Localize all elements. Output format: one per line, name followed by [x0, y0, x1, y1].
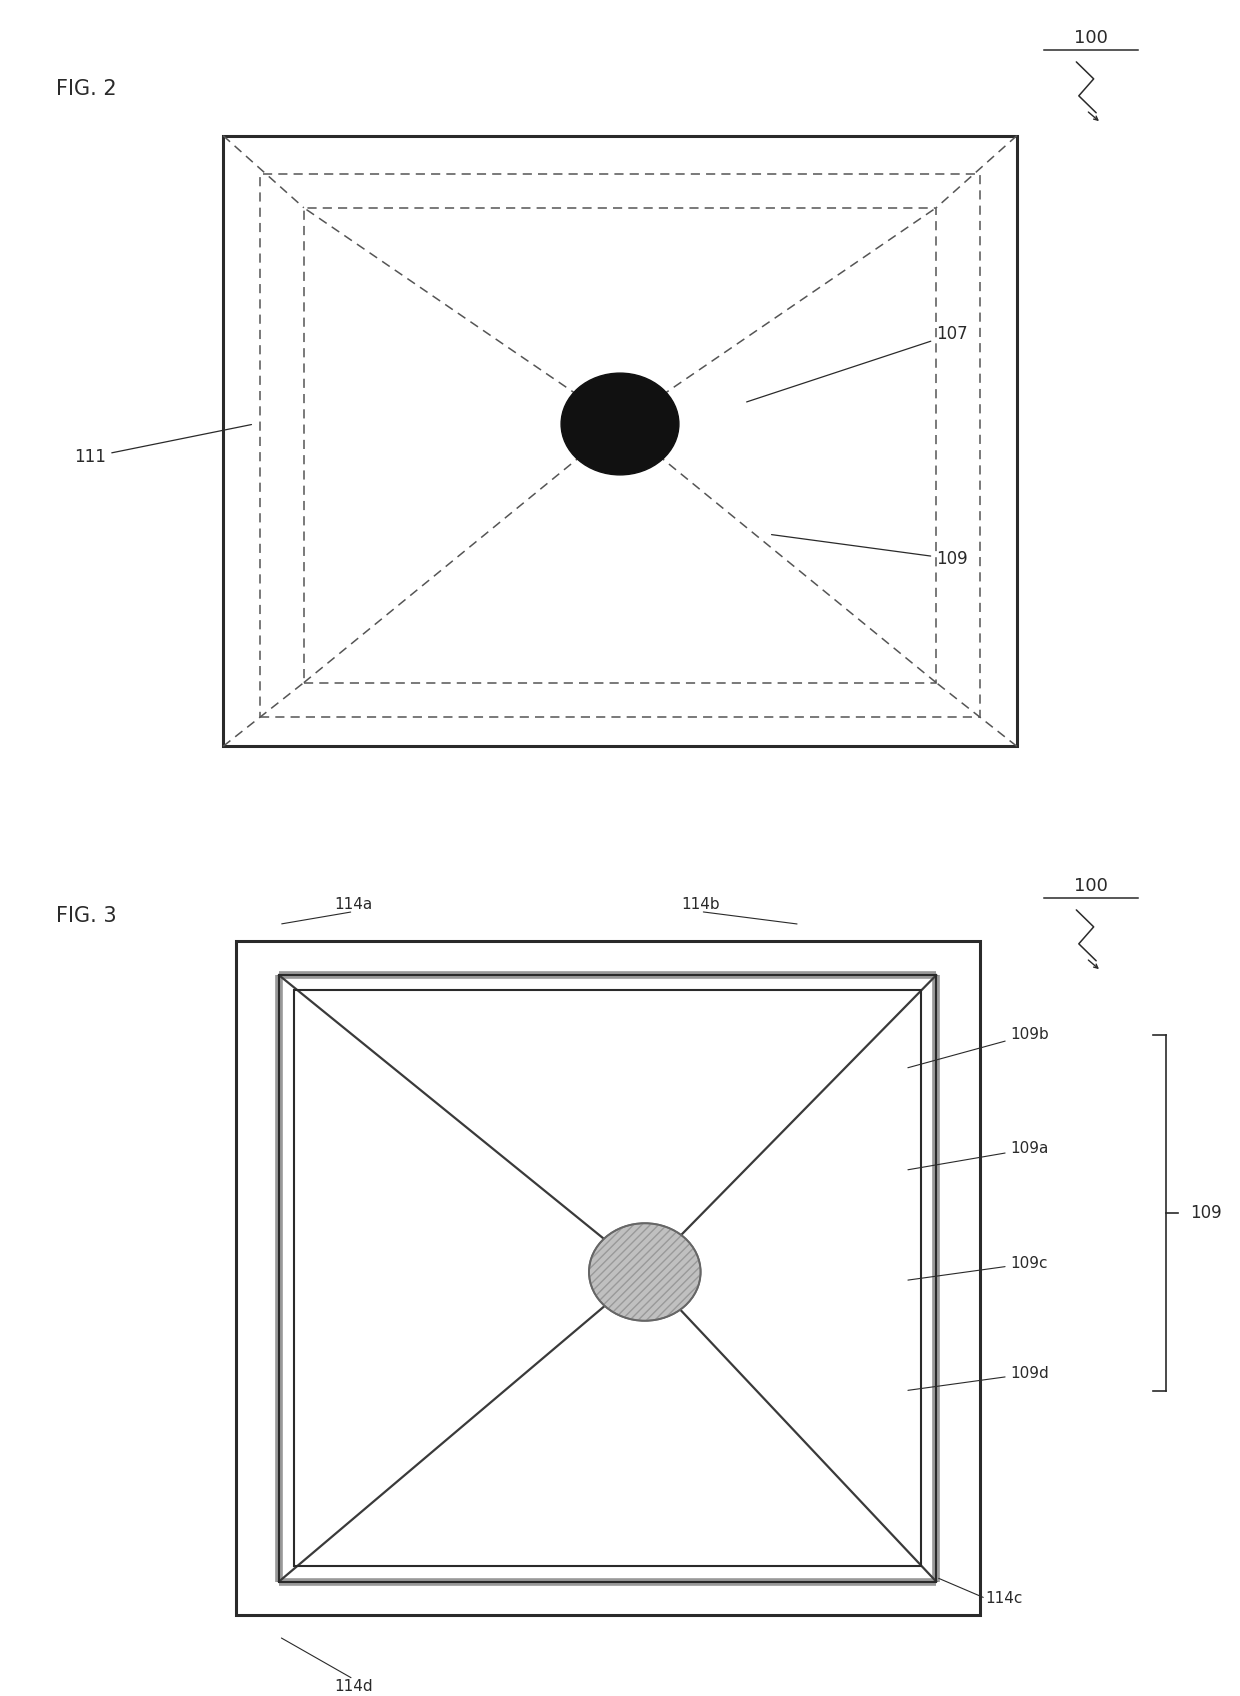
Text: 114c: 114c [986, 1591, 1023, 1606]
Bar [304, 209, 936, 682]
Text: FIG. 2: FIG. 2 [56, 80, 117, 98]
Text: 114d: 114d [334, 1679, 373, 1694]
Text: 100: 100 [1074, 877, 1109, 895]
Text: FIG. 3: FIG. 3 [56, 906, 117, 926]
Bar [223, 136, 1017, 746]
Text: 111: 111 [74, 424, 252, 466]
Text: 109d: 109d [908, 1365, 1049, 1391]
Bar [294, 990, 921, 1567]
Ellipse shape [589, 1223, 701, 1321]
Bar [260, 175, 980, 716]
Text: 109: 109 [1190, 1204, 1223, 1221]
Text: 100: 100 [1074, 29, 1109, 46]
Text: 109c: 109c [908, 1255, 1048, 1280]
Bar [236, 941, 980, 1615]
Bar [279, 975, 936, 1581]
Text: 114b: 114b [681, 897, 720, 912]
Text: 107: 107 [746, 326, 968, 402]
Text: 109a: 109a [908, 1141, 1049, 1170]
Text: 114a: 114a [335, 897, 372, 912]
Text: 109: 109 [771, 534, 968, 568]
Text: 109b: 109b [908, 1026, 1049, 1068]
Ellipse shape [560, 373, 680, 475]
